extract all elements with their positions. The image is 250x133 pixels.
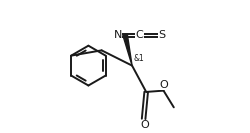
Text: N: N <box>114 30 122 40</box>
Text: O: O <box>159 80 168 90</box>
Text: S: S <box>158 30 166 40</box>
Polygon shape <box>123 34 132 66</box>
Text: &1: &1 <box>134 54 144 63</box>
Text: O: O <box>140 120 149 130</box>
Text: C: C <box>135 30 143 40</box>
